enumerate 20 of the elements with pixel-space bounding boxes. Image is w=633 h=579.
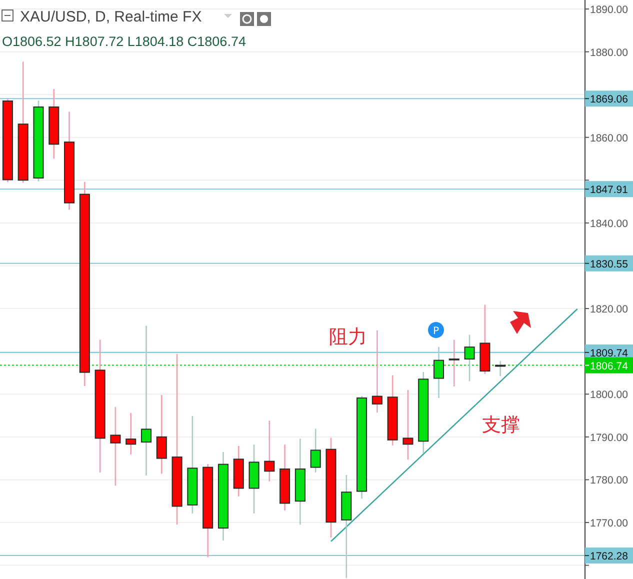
ref-line-label: 1806.74 <box>590 360 628 372</box>
y-tick-label: 1840.00 <box>590 218 628 230</box>
text: O1806.52 H1807.72 L1804.18 C1806.74 <box>2 34 246 49</box>
ref-line-label: 1830.55 <box>590 258 628 270</box>
text: XAU/USD, D, Real-time FX <box>20 8 202 26</box>
annotation: 阻力 <box>329 326 367 348</box>
y-tick-label: 1800.00 <box>590 389 628 402</box>
y-tick-label: 1790.00 <box>590 432 628 444</box>
y-tick-label: 1820.00 <box>590 304 628 316</box>
annotation: P <box>432 326 440 337</box>
annotation: 支撑 <box>482 414 520 436</box>
ref-line-label: 1762.28 <box>590 550 628 563</box>
y-tick-label: 1860.00 <box>590 132 628 144</box>
ref-line-label: 1847.91 <box>590 184 628 196</box>
ref-line-label: 1809.74 <box>590 347 628 360</box>
y-tick-label: 1780.00 <box>590 474 628 487</box>
ref-line-label: 1869.06 <box>590 94 628 106</box>
y-tick-label: 1770.00 <box>590 518 628 530</box>
y-tick-label: 1880.00 <box>590 46 628 59</box>
y-tick-label: 1890.00 <box>590 4 628 16</box>
